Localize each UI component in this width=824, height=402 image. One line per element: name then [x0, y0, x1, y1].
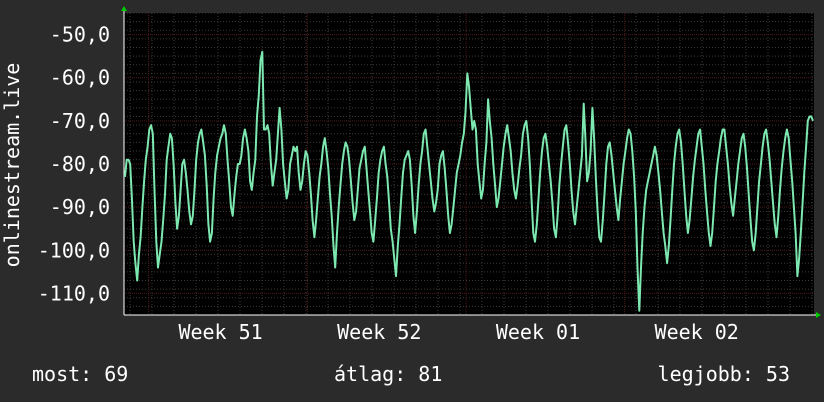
y-axis-label: onlinestream.live	[0, 63, 24, 268]
series-line	[124, 50, 814, 312]
y-tick-label: -50,0	[50, 23, 110, 47]
x-axis-arrow	[816, 312, 821, 318]
x-tick-labels: Week 51 Week 52 Week 01 Week 02	[178, 320, 738, 344]
axes	[121, 6, 821, 318]
y-tick-label: -100,0	[38, 238, 110, 262]
y-tick-label: -60,0	[50, 66, 110, 90]
x-tick-label: Week 52	[337, 320, 421, 344]
y-tick-label: -70,0	[50, 109, 110, 133]
x-tick-label: Week 51	[178, 320, 262, 344]
stat-average: átlag: 81	[334, 362, 442, 386]
y-tick-label: -80,0	[50, 152, 110, 176]
y-tick-label: -90,0	[50, 195, 110, 219]
stat-current: most: 69	[32, 362, 128, 386]
stat-best: legjobb: 53	[658, 362, 790, 386]
x-tick-label: Week 02	[655, 320, 739, 344]
y-tick-label: -110,0	[38, 281, 110, 305]
y-tick-labels: -50,0 -60,0 -70,0 -80,0 -90,0 -100,0 -110,0	[38, 23, 110, 306]
y-axis-arrow	[121, 6, 127, 11]
series-layer	[124, 50, 814, 312]
x-tick-label: Week 01	[496, 320, 580, 344]
